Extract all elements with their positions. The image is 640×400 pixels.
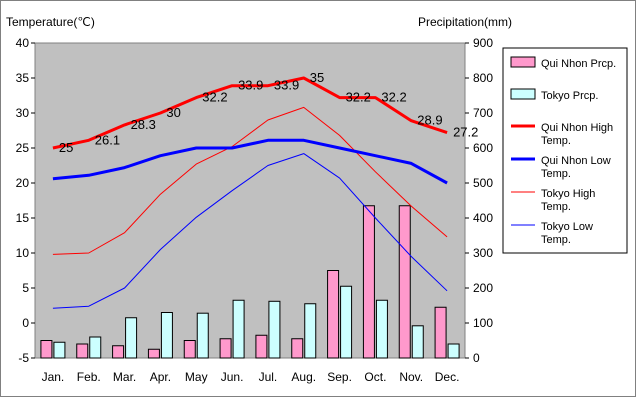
left-tick-label: 35: [16, 71, 30, 85]
data-label: 30: [166, 105, 180, 120]
legend-label: Temp.: [541, 168, 571, 180]
bar-quinhon-prcp: [147, 348, 160, 359]
left-tick-label: -5: [18, 351, 29, 365]
x-tick-label: Apr.: [150, 370, 171, 384]
right-tick-label: 800: [473, 71, 493, 85]
bar-quinhon-prcp: [219, 338, 232, 359]
bar-quinhon-prcp: [40, 340, 53, 359]
bar-quinhon-prcp: [327, 270, 340, 359]
data-label: 33.9: [274, 78, 299, 93]
bar-quinhon-prcp: [183, 340, 196, 359]
legend-label: Qui Nhon Prcp.: [541, 58, 616, 70]
data-label: 35: [310, 70, 324, 85]
bar-quinhon-prcp: [76, 343, 89, 359]
bar-tokyo-prcp: [268, 300, 281, 359]
bar-tokyo-prcp: [304, 303, 317, 359]
x-tick-label: Aug.: [291, 370, 316, 384]
legend-label: Temp.: [541, 135, 571, 147]
plot-area: [34, 42, 466, 359]
legend-swatch: [510, 56, 536, 68]
data-label: 26.1: [95, 132, 120, 147]
bar-tokyo-prcp: [196, 312, 209, 359]
right-tick-label: 600: [473, 141, 493, 155]
legend-label: Temp.: [541, 201, 571, 213]
right-axis-title: Precipitation(mm): [418, 15, 512, 29]
x-tick-label: Jul.: [259, 370, 278, 384]
legend-box: [502, 47, 628, 254]
right-tick-label: 200: [473, 281, 493, 295]
left-tick-label: 0: [22, 316, 29, 330]
x-tick-label: Jan.: [42, 370, 65, 384]
left-tick-label: 20: [16, 176, 30, 190]
data-label: 27.2: [453, 125, 478, 140]
legend-swatch: [510, 88, 536, 100]
data-label: 25: [59, 140, 73, 155]
legend-label: Qui Nhon Low: [541, 155, 611, 167]
line-tokyo-high-temp: [52, 106, 448, 255]
left-tick-label: 25: [16, 141, 30, 155]
x-tick-label: May: [185, 370, 208, 384]
legend-label: Qui Nhon High: [541, 122, 613, 134]
bar-tokyo-prcp: [125, 317, 138, 359]
x-tick-label: Mar.: [113, 370, 136, 384]
data-label: 28.9: [417, 113, 442, 128]
bar-quinhon-prcp: [362, 205, 375, 359]
left-tick-label: 40: [16, 36, 30, 50]
legend-label: Tokyo Prcp.: [541, 90, 598, 102]
bar-quinhon-prcp: [112, 345, 125, 359]
bar-quinhon-prcp: [291, 338, 304, 359]
data-label: 32.2: [381, 90, 406, 105]
right-tick-label: 500: [473, 176, 493, 190]
bar-tokyo-prcp: [53, 341, 66, 359]
left-axis-title: Temperature(℃): [6, 15, 95, 29]
bar-tokyo-prcp: [89, 336, 102, 359]
legend-label: Temp.: [541, 234, 571, 246]
left-tick-label: 10: [16, 246, 30, 260]
bar-tokyo-prcp: [232, 299, 245, 359]
data-label: 32.2: [202, 90, 227, 105]
bar-tokyo-prcp: [340, 285, 353, 359]
left-tick-label: 30: [16, 106, 30, 120]
bar-quinhon-prcp: [255, 334, 268, 359]
bar-tokyo-prcp: [411, 325, 424, 359]
legend-label: Tokyo Low: [541, 221, 593, 233]
right-tick-label: 900: [473, 36, 493, 50]
bar-quinhon-prcp: [398, 205, 411, 359]
bar-tokyo-prcp: [447, 343, 460, 359]
right-tick-label: 300: [473, 246, 493, 260]
left-tick-label: 5: [22, 281, 29, 295]
x-tick-label: Oct.: [364, 370, 386, 384]
right-tick-label: 400: [473, 211, 493, 225]
data-label: 32.2: [346, 90, 371, 105]
bar-quinhon-prcp: [434, 306, 447, 359]
right-tick-label: 100: [473, 316, 493, 330]
right-tick-label: 0: [473, 351, 480, 365]
line-qui-nhon-high-temp: [52, 76, 448, 150]
line-qui-nhon-low-temp: [52, 138, 448, 185]
x-tick-label: Sep.: [327, 370, 352, 384]
data-label: 28.3: [131, 117, 156, 132]
x-tick-label: Feb.: [77, 370, 101, 384]
line-tokyo-low-temp: [52, 153, 448, 309]
right-tick-label: 700: [473, 106, 493, 120]
left-tick-label: 15: [16, 211, 30, 225]
legend-label: Tokyo High: [541, 188, 595, 200]
bar-tokyo-prcp: [375, 299, 388, 359]
x-tick-label: Nov.: [399, 370, 423, 384]
x-tick-label: Dec.: [435, 370, 460, 384]
bar-tokyo-prcp: [160, 312, 173, 359]
x-tick-label: Jun.: [221, 370, 244, 384]
data-label: 33.9: [238, 78, 263, 93]
